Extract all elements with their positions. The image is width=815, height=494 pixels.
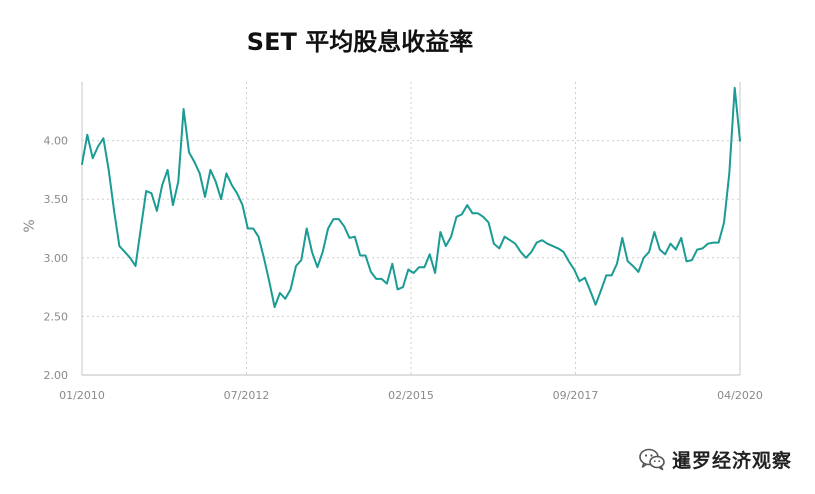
- x-tick-label: 04/2020: [717, 389, 763, 402]
- x-tick-label: 01/2010: [59, 389, 105, 402]
- x-tick-label: 07/2012: [224, 389, 270, 402]
- x-tick-label: 09/2017: [553, 389, 599, 402]
- x-tick-labels: 01/2010 07/2012 02/2015 09/2017 04/2020: [59, 389, 763, 402]
- y-axis-label: %: [22, 219, 38, 232]
- y-tick-label: 3.50: [44, 193, 69, 206]
- grid-lines: [82, 82, 740, 375]
- watermark: 暹罗经济观察: [638, 444, 792, 474]
- x-tick-label: 02/2015: [388, 389, 434, 402]
- y-tick-label: 2.00: [44, 369, 69, 382]
- y-tick-label: 2.50: [44, 310, 69, 323]
- y-tick-label: 4.00: [44, 135, 69, 148]
- watermark-text: 暹罗经济观察: [672, 449, 793, 472]
- y-tick-labels: 2.00 2.50 3.00 3.50 4.00: [44, 135, 69, 382]
- series-line: [81, 86, 741, 308]
- wechat-icon: [639, 448, 665, 471]
- chart-title: SET 平均股息收益率: [246, 28, 474, 56]
- y-tick-label: 3.00: [44, 252, 69, 265]
- series-layer: [81, 86, 741, 308]
